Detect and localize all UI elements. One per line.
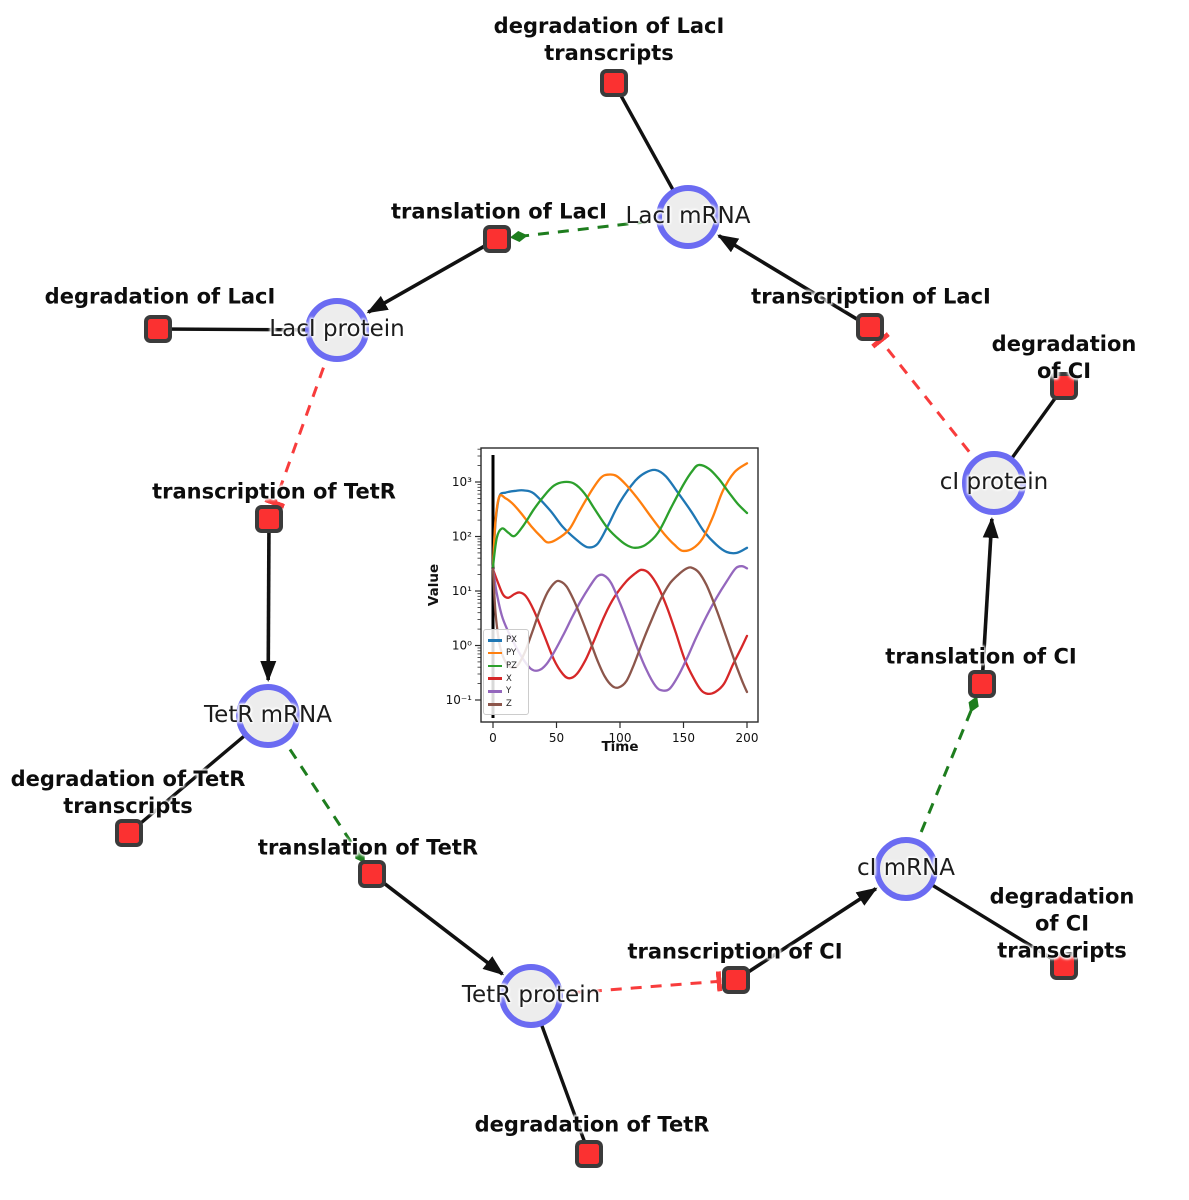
x-tick-label-0: 0: [489, 731, 497, 745]
species-node-tetr-protein[interactable]: [499, 964, 563, 1028]
y-tick-label-3: 10²: [452, 530, 472, 544]
reaction-node-translation-laci[interactable]: [483, 225, 511, 253]
x-tick-label-2: 100: [609, 731, 632, 745]
edge-translation-laci-to-laci-protein: [366, 237, 498, 314]
reaction-node-deg-laci[interactable]: [144, 315, 172, 343]
y-axis: 10⁻¹ 10⁰ 10¹ 10² 10³: [446, 448, 481, 707]
legend-swatch-Z: [488, 703, 502, 706]
reaction-node-translation-tetr[interactable]: [358, 860, 386, 888]
reaction-node-transcription-tetr[interactable]: [255, 505, 283, 533]
legend-label-X: X: [506, 673, 512, 684]
y-tick-label-2: 10¹: [452, 584, 472, 598]
y-tick-label-0: 10⁻¹: [446, 693, 473, 707]
reaction-node-transcription-laci[interactable]: [856, 313, 884, 341]
nodes-layer: [115, 69, 1078, 1168]
series-Y: [491, 565, 749, 692]
x-tick-label-1: 50: [549, 731, 564, 745]
reaction-node-deg-tetr[interactable]: [575, 1140, 603, 1168]
species-node-tetr-mrna[interactable]: [236, 684, 300, 748]
reaction-node-deg-ci-transcripts[interactable]: [1050, 952, 1078, 980]
legend-item-Z: Z: [488, 698, 524, 711]
series-Z: [491, 566, 749, 694]
series-PX: [491, 468, 749, 568]
plot-legend: PX PY PZ X Y Z: [483, 629, 529, 715]
legend-swatch-PY: [488, 651, 502, 655]
legend-swatch-Y: [488, 690, 502, 693]
legend-item-X: X: [488, 672, 524, 685]
species-node-laci-protein[interactable]: [305, 298, 369, 362]
series-X: [491, 568, 749, 696]
series-PZ: [491, 463, 749, 568]
legend-label-Z: Z: [506, 699, 512, 710]
legend-swatch-PX: [488, 639, 502, 642]
y-axis-title: Value: [428, 564, 442, 606]
legend-label-PX: PX: [506, 635, 517, 646]
series-lines: [491, 462, 749, 696]
edge-translation-tetr-to-tetr-protein: [370, 872, 505, 976]
legend-swatch-PZ: [488, 664, 502, 668]
x-tick-label-4: 200: [736, 731, 759, 745]
legend-item-PZ: PZ: [488, 660, 524, 673]
series-PY: [491, 462, 749, 568]
legend-swatch-X: [488, 677, 502, 681]
x-tick-label-3: 150: [672, 731, 695, 745]
legend-label-PZ: PZ: [506, 660, 517, 671]
legend-label-Y: Y: [506, 686, 512, 697]
reaction-node-translation-ci[interactable]: [968, 670, 996, 698]
reaction-node-deg-ci[interactable]: [1050, 372, 1078, 400]
species-node-laci-mrna[interactable]: [656, 185, 720, 249]
x-axis: 0 50 100 150 200: [489, 722, 758, 745]
legend-item-PX: PX: [488, 634, 524, 647]
edge-transcription-tetr-to-tetr-mrna: [260, 518, 277, 683]
species-node-ci-protein[interactable]: [962, 451, 1026, 515]
reaction-node-deg-tetr-transcripts[interactable]: [115, 819, 143, 847]
timeseries-plot: 10⁻¹ 10⁰ 10¹ 10² 10³ 0 50 100 150 200 Time Value…: [428, 438, 784, 770]
edge-translation-ci-to-ci-protein: [980, 516, 999, 685]
legend-label-PY: PY: [506, 647, 517, 658]
reaction-node-deg-laci-transcripts[interactable]: [600, 69, 628, 97]
plot-svg: 10⁻¹ 10⁰ 10¹ 10² 10³ 0 50 100 150 200 Time Value: [428, 447, 759, 755]
species-node-ci-mrna[interactable]: [874, 837, 938, 901]
legend-item-PY: PY: [488, 647, 524, 660]
edge-transcription-laci-to-laci-mrna: [717, 234, 871, 329]
reaction-node-transcription-ci[interactable]: [722, 966, 750, 994]
y-tick-label-1: 10⁰: [452, 639, 472, 653]
legend-item-Y: Y: [488, 685, 524, 698]
x-axis-title: Time: [601, 739, 638, 755]
y-tick-label-4: 10³: [452, 475, 472, 489]
edge-transcription-ci-to-ci-mrna: [735, 887, 878, 982]
